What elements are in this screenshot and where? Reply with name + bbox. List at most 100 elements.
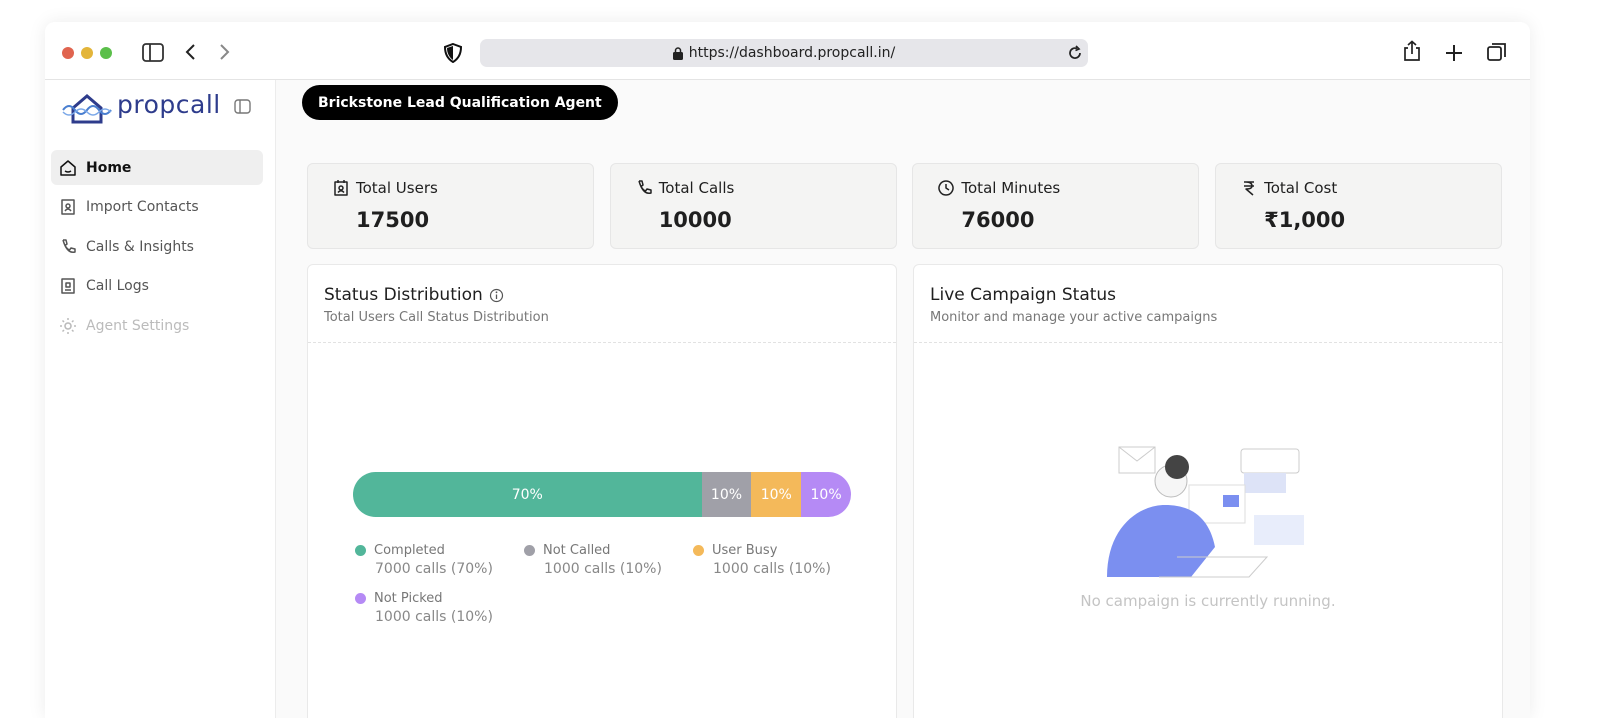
status-legend: Completed 7000 calls (70%) Not Called 1000 … bbox=[355, 543, 862, 625]
browser-window: https://dashboard.propcall.in/ propcall … bbox=[45, 22, 1530, 718]
stat-label-row: Total Calls bbox=[635, 179, 735, 197]
segment-label: 70% bbox=[511, 486, 543, 503]
stat-card: Total Cost ₹1,000 bbox=[1215, 163, 1503, 249]
stat-label: Total Minutes bbox=[961, 179, 1061, 197]
stat-card: Total Users 17500 bbox=[307, 163, 594, 249]
campaign-card: Live Campaign Status Monitor and manage … bbox=[913, 264, 1503, 718]
share-button[interactable] bbox=[1403, 40, 1421, 62]
segment-label: 10% bbox=[760, 486, 792, 503]
empty-message: No campaign is currently running. bbox=[1080, 592, 1336, 610]
main-content: Brickstone Lead Qualification Agent Tota… bbox=[276, 80, 1530, 718]
segment-label: 10% bbox=[810, 486, 842, 503]
legend-item: Not Called 1000 calls (10%) bbox=[524, 543, 693, 577]
card-subtitle: Total Users Call Status Distribution bbox=[324, 310, 549, 325]
card-title: Status Distribution bbox=[324, 285, 483, 305]
stat-card: Total Calls 10000 bbox=[609, 163, 897, 249]
info-icon[interactable] bbox=[489, 288, 504, 303]
back-button[interactable] bbox=[183, 42, 199, 62]
collapse-sidebar[interactable] bbox=[234, 99, 252, 115]
icon bbox=[334, 180, 348, 196]
status-bar: 70% 10% 10% 10% bbox=[353, 472, 851, 517]
minimize-button[interactable] bbox=[81, 47, 93, 59]
icon bbox=[60, 159, 76, 176]
nav-label: Agent Settings bbox=[86, 317, 190, 334]
stat-value: 76000 bbox=[961, 208, 1035, 232]
legend-detail: 1000 calls (10%) bbox=[375, 609, 493, 625]
nav-item[interactable]: Agent Settings bbox=[51, 308, 263, 343]
nav-label: Call Logs bbox=[86, 278, 149, 294]
legend-name-row: Not Picked bbox=[355, 591, 524, 606]
stat-label-row: Total Users bbox=[332, 179, 438, 197]
nav-label: Calls & Insights bbox=[86, 238, 194, 255]
legend-detail: 1000 calls (10%) bbox=[713, 561, 831, 577]
legend-detail: 7000 calls (70%) bbox=[375, 561, 493, 577]
sidebar: propcall Home Import Contacts Calls & Insi… bbox=[45, 80, 276, 718]
icon bbox=[61, 278, 75, 294]
stat-label: Total Cost bbox=[1264, 179, 1338, 197]
legend-dot bbox=[693, 545, 704, 556]
legend-item: User Busy 1000 calls (10%) bbox=[693, 543, 862, 577]
stat-label: Total Users bbox=[356, 179, 438, 197]
tabs-button[interactable] bbox=[1486, 41, 1508, 63]
privacy-shield[interactable] bbox=[443, 43, 463, 63]
legend-name: Completed bbox=[374, 543, 445, 558]
card-separator bbox=[914, 342, 1502, 343]
icon bbox=[60, 317, 76, 334]
agent-selector[interactable]: Brickstone Lead Qualification Agent bbox=[302, 85, 618, 120]
card-subtitle: Monitor and manage your active campaigns bbox=[930, 310, 1218, 325]
forward-button[interactable] bbox=[216, 42, 232, 62]
logo-icon bbox=[62, 94, 112, 124]
legend-dot bbox=[524, 545, 535, 556]
stat-label-row: Total Minutes bbox=[937, 179, 1060, 197]
nav-label: Import Contacts bbox=[86, 199, 199, 215]
close-button[interactable] bbox=[62, 47, 74, 59]
zoom-button[interactable] bbox=[100, 47, 112, 59]
reload-button[interactable] bbox=[1067, 45, 1083, 61]
nav-item[interactable]: Import Contacts bbox=[51, 190, 263, 225]
stat-value: 10000 bbox=[658, 208, 732, 232]
nav-menu: Home Import Contacts Calls & Insights Call … bbox=[51, 150, 263, 348]
legend-name: Not Called bbox=[543, 543, 611, 558]
url-text: https://dashboard.propcall.in/ bbox=[688, 45, 896, 61]
legend-name: Not Picked bbox=[374, 591, 443, 606]
legend-name: User Busy bbox=[712, 543, 778, 558]
icon bbox=[637, 180, 652, 194]
legend-dot bbox=[355, 593, 366, 604]
legend-name-row: Not Called bbox=[524, 543, 693, 558]
browser-toolbar: https://dashboard.propcall.in/ bbox=[45, 22, 1530, 80]
legend-dot bbox=[355, 545, 366, 556]
bar-segment: 10% bbox=[701, 472, 752, 517]
bar-segment: 10% bbox=[751, 472, 802, 517]
stat-value: ₹1,000 bbox=[1264, 208, 1346, 232]
bar-segment: 10% bbox=[801, 472, 851, 517]
sidebar-toggle[interactable] bbox=[141, 42, 165, 64]
stat-value: 17500 bbox=[356, 208, 430, 232]
stat-label-row: Total Cost bbox=[1240, 179, 1337, 197]
logo-text: propcall bbox=[117, 90, 221, 119]
nav-item[interactable]: Calls & Insights bbox=[51, 229, 263, 264]
new-tab-button[interactable] bbox=[1444, 43, 1464, 63]
stat-card: Total Minutes 76000 bbox=[912, 163, 1200, 249]
empty-illustration bbox=[1107, 446, 1304, 578]
legend-name-row: Completed bbox=[355, 543, 524, 558]
lock-icon bbox=[672, 46, 683, 60]
nav-item[interactable]: Home bbox=[51, 150, 263, 185]
bar-segment: 70% bbox=[353, 472, 702, 517]
card-title: Live Campaign Status bbox=[930, 285, 1117, 305]
icon bbox=[938, 180, 955, 196]
icon bbox=[1244, 181, 1255, 196]
icon bbox=[62, 238, 76, 253]
status-card: Status Distribution Total Users Call Sta… bbox=[307, 264, 897, 718]
nav-label: Home bbox=[86, 159, 132, 176]
legend-item: Not Picked 1000 calls (10%) bbox=[355, 591, 524, 625]
segment-label: 10% bbox=[710, 486, 743, 503]
legend-name-row: User Busy bbox=[693, 543, 862, 558]
legend-detail: 1000 calls (10%) bbox=[544, 561, 662, 577]
address-bar[interactable]: https://dashboard.propcall.in/ bbox=[480, 39, 1088, 67]
nav-item[interactable]: Call Logs bbox=[51, 269, 263, 304]
card-title-row: Status Distribution bbox=[324, 285, 504, 305]
legend-item: Completed 7000 calls (70%) bbox=[355, 543, 524, 577]
stat-label: Total Calls bbox=[658, 179, 735, 197]
